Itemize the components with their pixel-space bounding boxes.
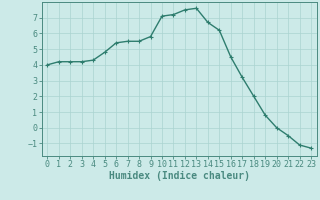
X-axis label: Humidex (Indice chaleur): Humidex (Indice chaleur) bbox=[109, 171, 250, 181]
